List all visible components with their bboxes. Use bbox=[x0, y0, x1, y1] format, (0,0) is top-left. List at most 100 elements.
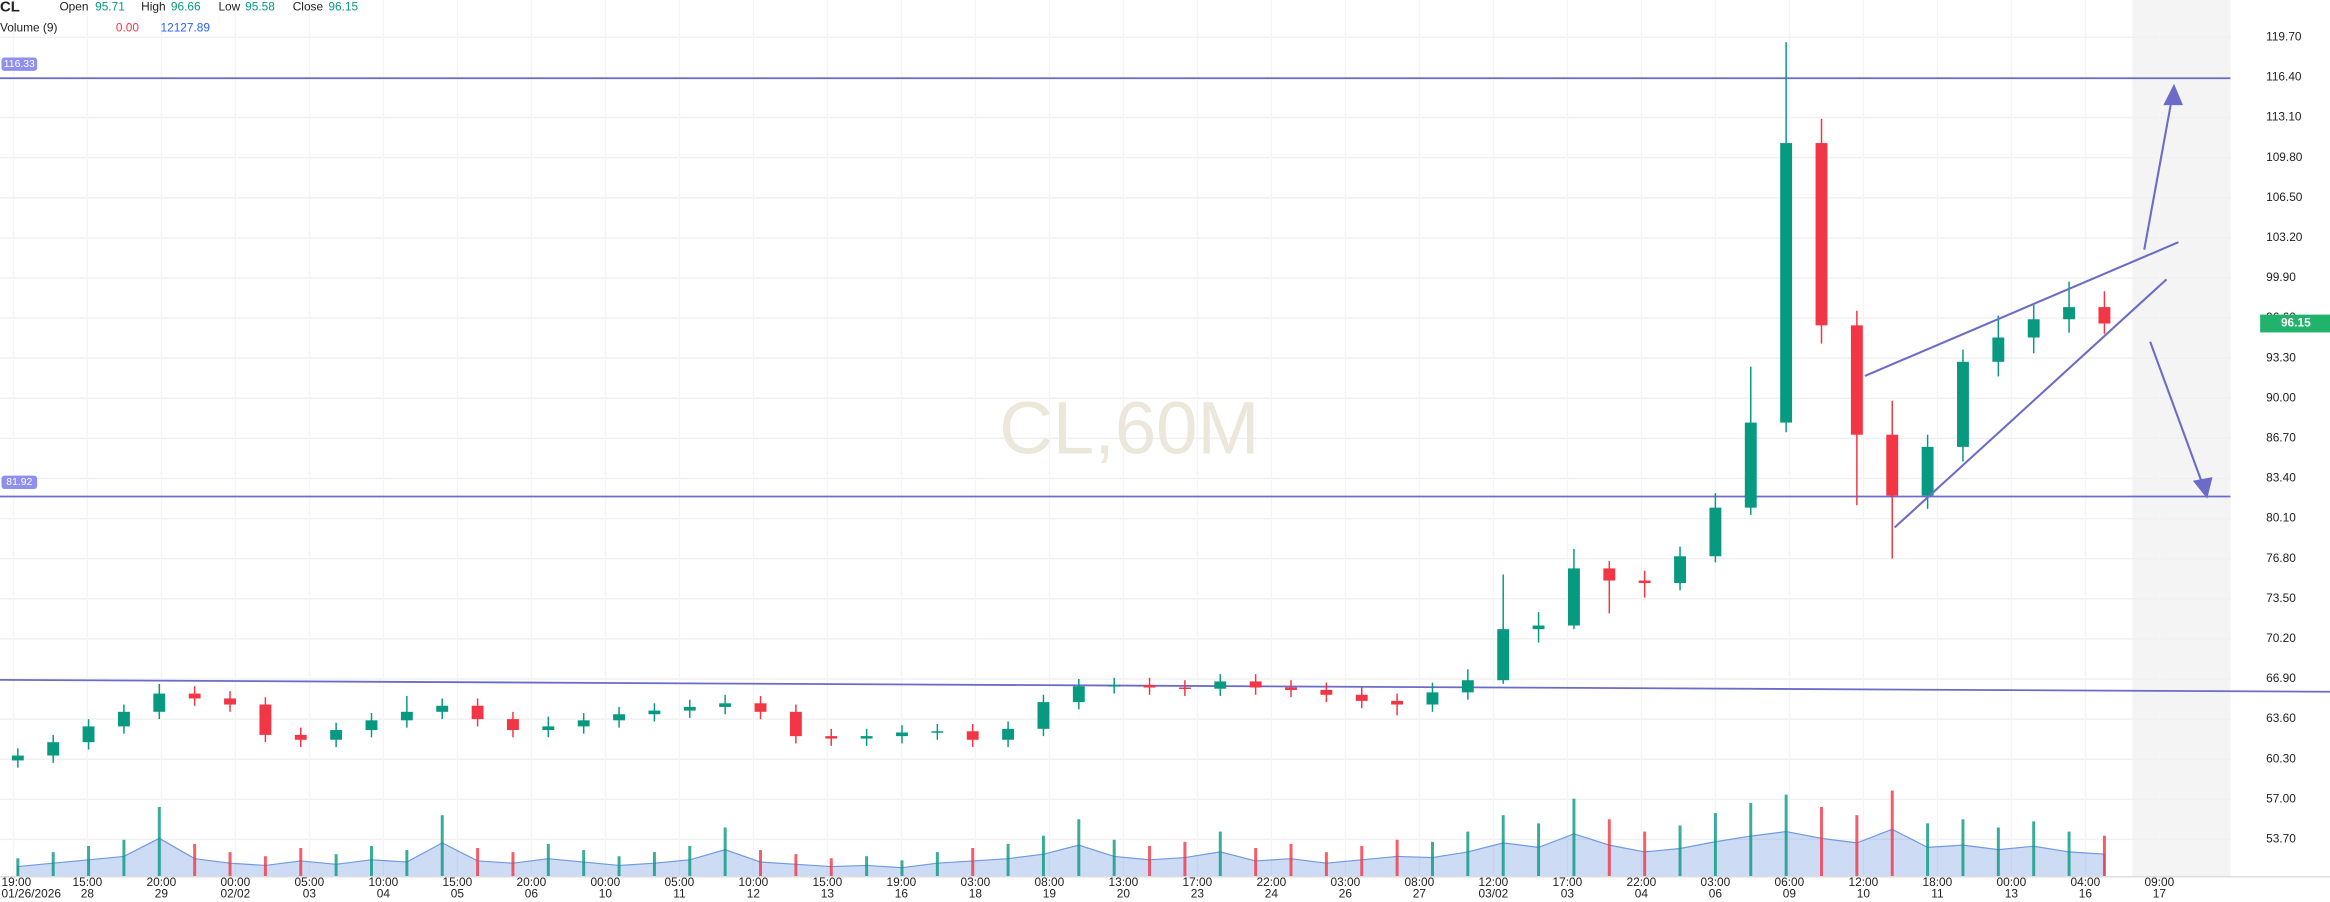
x-tick-label: 15:00 bbox=[443, 875, 473, 889]
candle-body bbox=[82, 726, 95, 743]
volume-bar bbox=[546, 843, 550, 877]
x-tick-label: 19:00 bbox=[1, 875, 31, 889]
header: CL Open 95.71 High 96.66 Low 95.58 Close… bbox=[0, 0, 359, 34]
arrow-up bbox=[2143, 94, 2174, 250]
x-tick-label: 10:00 bbox=[369, 875, 399, 889]
watermark: CL,60M bbox=[999, 387, 1259, 470]
candle-body bbox=[2027, 319, 2040, 338]
volume-bar bbox=[1501, 815, 1505, 877]
y-tick-label: 109.80 bbox=[2266, 150, 2303, 164]
y-tick-label: 60.30 bbox=[2266, 751, 2296, 765]
candle-body bbox=[1992, 337, 2005, 362]
candle-body bbox=[153, 693, 166, 712]
y-tick-label: 80.10 bbox=[2266, 511, 2296, 525]
candle-body bbox=[188, 693, 201, 699]
volume-bar bbox=[1572, 798, 1576, 877]
volume-bar bbox=[582, 850, 586, 877]
candle-body bbox=[719, 703, 732, 707]
y-tick-label: 90.00 bbox=[2266, 390, 2296, 404]
x-date-label: 20 bbox=[1117, 887, 1131, 901]
x-date-label: 03/02 bbox=[1479, 887, 1509, 901]
x-date-label: 18 bbox=[969, 887, 983, 901]
x-tick-label: 20:00 bbox=[147, 875, 177, 889]
volume-bar bbox=[334, 854, 338, 877]
volume-label: Volume (9) bbox=[0, 20, 57, 34]
x-date-label: 23 bbox=[1191, 887, 1205, 901]
candle-body bbox=[1178, 687, 1191, 689]
volume-bar bbox=[1218, 831, 1222, 877]
y-tick-label: 99.90 bbox=[2266, 270, 2296, 284]
x-tick-label: 09:00 bbox=[2145, 875, 2175, 889]
y-tick-label: 63.60 bbox=[2266, 711, 2296, 725]
candle-body bbox=[1426, 692, 1439, 705]
x-tick-label: 03:00 bbox=[961, 875, 991, 889]
candle-body bbox=[400, 711, 413, 721]
volume-bar bbox=[617, 856, 621, 877]
ohlc-value: 95.58 bbox=[245, 0, 275, 14]
candle-body bbox=[365, 720, 378, 731]
axes: 119.70 116.40 113.10 109.80 106.50 103.20 99.9… bbox=[0, 29, 2330, 901]
volume-bar bbox=[1041, 835, 1045, 877]
volume-bar bbox=[900, 860, 904, 877]
x-tick-label: 10:00 bbox=[739, 875, 769, 889]
candle-body bbox=[2063, 307, 2076, 320]
candle-body bbox=[931, 731, 944, 733]
x-date-label: 16 bbox=[895, 887, 909, 901]
volume-bar bbox=[1254, 848, 1258, 877]
candle-body bbox=[47, 742, 60, 756]
candle-body bbox=[1744, 422, 1757, 508]
candle-body bbox=[683, 706, 696, 711]
volume-bar bbox=[1360, 845, 1364, 877]
x-tick-label: 08:00 bbox=[1405, 875, 1435, 889]
y-tick-label: 113.10 bbox=[2266, 110, 2302, 124]
candle-body bbox=[1391, 700, 1404, 705]
level-tag bbox=[1, 57, 38, 71]
volume-bar bbox=[1926, 823, 1930, 877]
candle-body bbox=[507, 719, 519, 731]
candle-body bbox=[754, 703, 767, 712]
volume-bar bbox=[1749, 802, 1753, 877]
volume-bar bbox=[1537, 823, 1541, 877]
x-date-label: 26 bbox=[1339, 887, 1353, 901]
candle-body bbox=[1497, 629, 1510, 681]
volume-bar bbox=[1112, 839, 1116, 877]
last-price-label: 96.15 bbox=[2281, 316, 2311, 330]
candle-body bbox=[1815, 143, 1828, 326]
x-date-label: 13 bbox=[821, 887, 835, 901]
wedge-lower bbox=[1893, 278, 2168, 529]
volume-bar bbox=[2067, 831, 2071, 877]
y-tick-label: 103.20 bbox=[2266, 230, 2303, 244]
x-date-label: 24 bbox=[1265, 887, 1279, 901]
volume-bar bbox=[1324, 852, 1328, 877]
volume-bar bbox=[1996, 827, 2000, 877]
volume-bar bbox=[2102, 835, 2106, 877]
candle-body bbox=[966, 731, 979, 740]
candle-body bbox=[825, 736, 838, 739]
volume-bar bbox=[16, 858, 20, 877]
volume-bar bbox=[1643, 831, 1647, 877]
volume-bar bbox=[370, 845, 373, 877]
candle-body bbox=[1249, 681, 1262, 688]
volume-bar bbox=[1466, 831, 1470, 877]
candle-body bbox=[896, 732, 908, 737]
volume-bar bbox=[2032, 821, 2036, 877]
candle-body bbox=[613, 714, 625, 721]
x-tick-label: 17:00 bbox=[1183, 875, 1213, 889]
x-tick-label: 03:00 bbox=[1701, 875, 1731, 889]
x-tick-label: 06:00 bbox=[1775, 875, 1805, 889]
y-tick-label: 106.50 bbox=[2266, 190, 2303, 204]
level-tag bbox=[1, 475, 38, 490]
volume-bar bbox=[1183, 841, 1187, 877]
volume-bar bbox=[1006, 843, 1010, 877]
volume-bar bbox=[440, 815, 444, 877]
candle-body bbox=[1002, 728, 1015, 740]
volume-bar bbox=[688, 845, 692, 877]
x-tick-label: 12:00 bbox=[1849, 875, 1879, 889]
volume-bar bbox=[1395, 839, 1399, 877]
candle-body bbox=[117, 711, 130, 727]
x-date-label: 27 bbox=[1413, 887, 1426, 901]
volume-bar bbox=[263, 856, 267, 877]
volume-bar bbox=[1148, 845, 1152, 877]
drawings bbox=[1864, 83, 2213, 529]
